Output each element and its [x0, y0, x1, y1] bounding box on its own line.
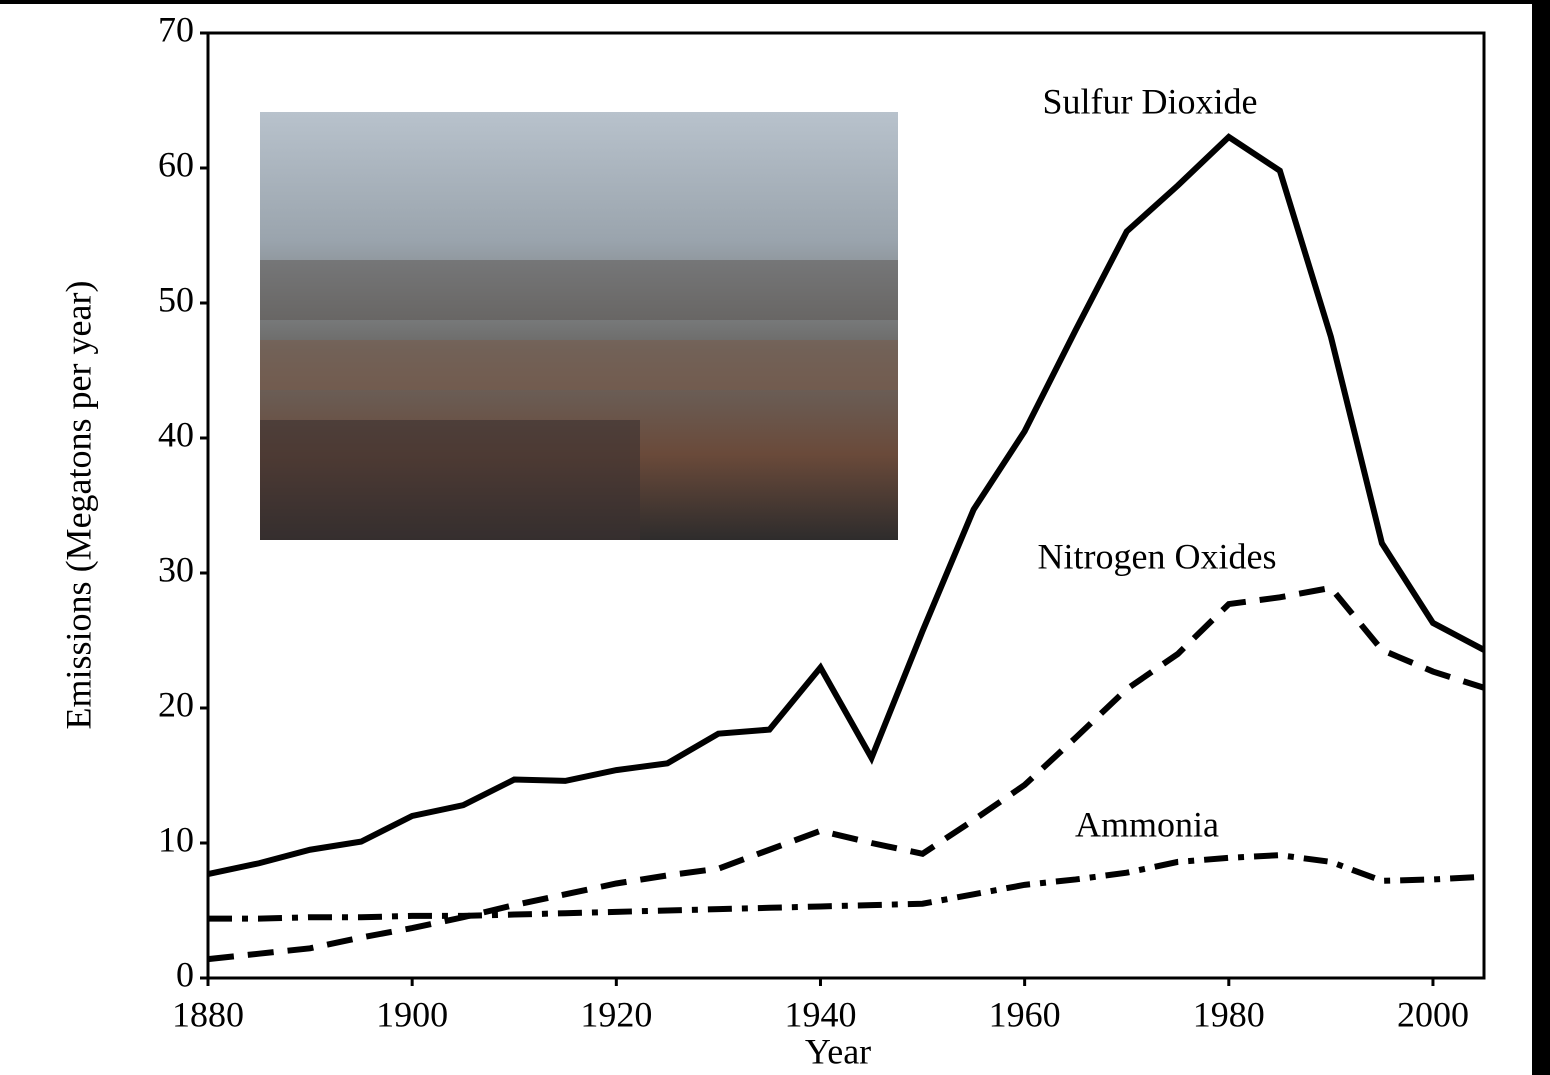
frame-edge — [0, 0, 1550, 4]
x-axis-title: Year — [805, 1031, 871, 1071]
y-tick-label: 20 — [158, 684, 194, 724]
series-label: Ammonia — [1075, 804, 1219, 844]
frame-edge — [1532, 0, 1550, 1075]
photo-inset — [260, 112, 898, 540]
y-tick-label: 70 — [158, 9, 194, 49]
series-label: Nitrogen Oxides — [1038, 536, 1277, 576]
series-line — [207, 584, 1485, 963]
x-tick-label: 1920 — [580, 994, 652, 1034]
y-tick-label: 30 — [158, 549, 194, 589]
photo-rooftops — [260, 420, 640, 540]
y-tick-label: 60 — [158, 144, 194, 184]
series-label: Sulfur Dioxide — [1043, 81, 1258, 121]
y-tick-label: 10 — [158, 819, 194, 859]
y-tick-label: 40 — [158, 414, 194, 454]
x-tick-label: 1900 — [376, 994, 448, 1034]
photo-rooftops — [260, 340, 898, 390]
y-tick-label: 50 — [158, 279, 194, 319]
y-axis-title: Emissions (Megatons per year) — [58, 281, 98, 730]
series-line — [207, 133, 1486, 877]
photo-rooftops — [260, 260, 898, 320]
x-tick-label: 1960 — [989, 994, 1061, 1034]
x-tick-label: 1940 — [784, 994, 856, 1034]
x-tick-label: 1980 — [1193, 994, 1265, 1034]
x-tick-label: 2000 — [1397, 994, 1469, 1034]
y-tick-label: 0 — [176, 954, 194, 994]
series-line — [208, 852, 1485, 922]
x-tick-label: 1880 — [172, 994, 244, 1034]
plot-frame — [206, 31, 1486, 980]
